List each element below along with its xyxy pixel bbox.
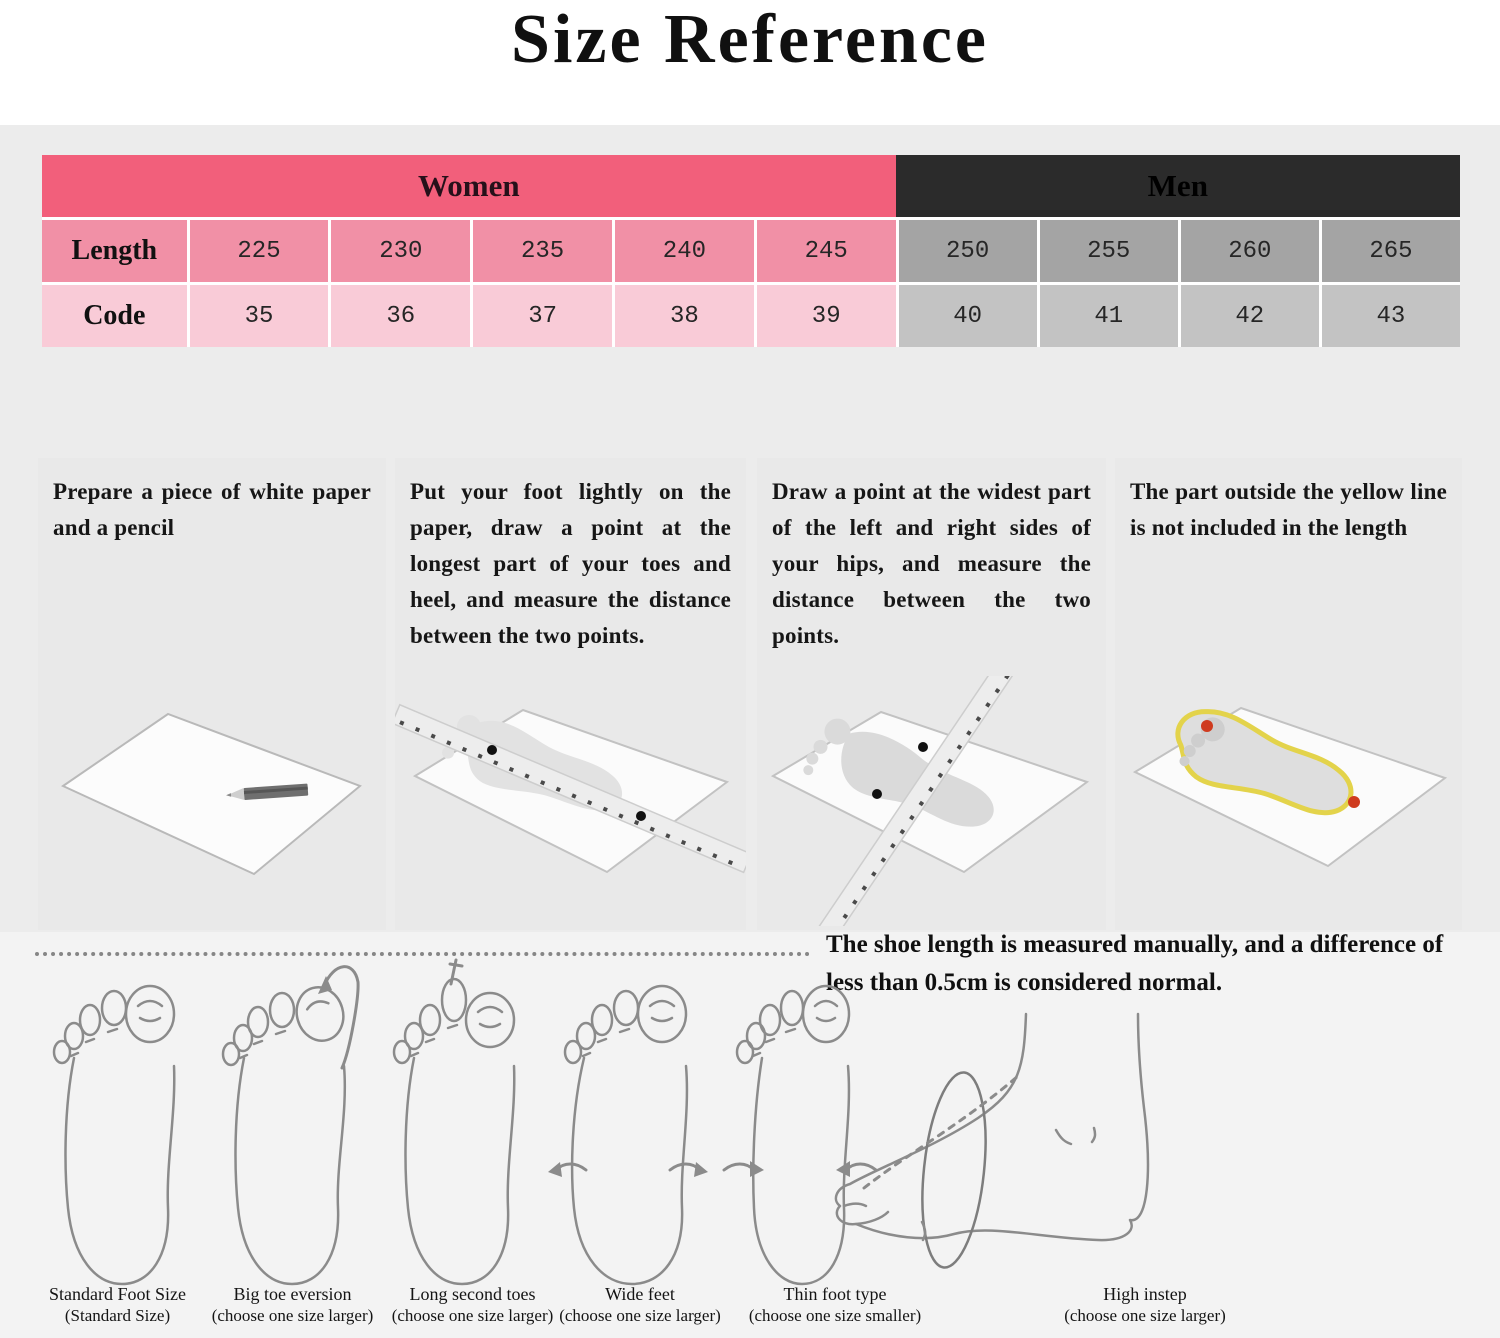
code-value: 37 (470, 282, 613, 347)
length-value: 260 (1177, 217, 1319, 282)
foot-type-label-wide-feet: Wide feet (choose one size larger) (530, 1284, 750, 1326)
foot-thin-illustration (718, 958, 883, 1288)
women-header: Women (42, 155, 896, 217)
foot-type-name: Wide feet (605, 1284, 675, 1304)
length-value: 255 (1036, 217, 1178, 282)
step-text: Draw a point at the widest part of the l… (772, 479, 1091, 648)
foot-type-label-big-toe-eversion: Big toe eversion (choose one size larger… (185, 1284, 400, 1326)
footprint-yellow-outline-illustration (1132, 706, 1448, 868)
toe-alignment-dotted-line (35, 952, 810, 956)
code-value: 38 (612, 282, 754, 347)
length-value: 230 (328, 217, 471, 282)
code-row: Code 35 36 37 38 39 40 41 42 43 (42, 282, 1460, 347)
foot-type-label-long-second-toes: Long second toes (choose one size larger… (360, 1284, 585, 1326)
step-panel-prepare-paper: Prepare a piece of white paper and a pen… (38, 458, 386, 930)
foot-type-name: Standard Foot Size (49, 1284, 186, 1304)
code-value: 42 (1177, 282, 1319, 347)
code-value: 43 (1318, 282, 1460, 347)
size-table: Women Men Length 225 230 235 240 245 250… (42, 155, 1460, 347)
length-value: 265 (1318, 217, 1460, 282)
step-text: Prepare a piece of white paper and a pen… (53, 479, 371, 540)
foot-type-name: Big toe eversion (233, 1284, 352, 1304)
length-row-header: Length (42, 217, 187, 282)
length-value: 245 (753, 217, 896, 282)
step-panel-measure-length: Put your foot lightly on the paper, draw… (395, 458, 746, 930)
step-text: The part outside the yellow line is not … (1130, 479, 1447, 540)
foot-type-hint: (choose one size larger) (391, 1305, 554, 1325)
foot-standard-illustration (38, 958, 198, 1288)
step-panel-yellow-line: The part outside the yellow line is not … (1115, 458, 1462, 930)
code-value: 36 (328, 282, 471, 347)
code-value: 35 (186, 282, 329, 347)
page-title: Size Reference (511, 1, 989, 78)
bottom-background-band (0, 932, 1500, 1338)
code-row-header: Code (42, 282, 187, 347)
foot-type-label-high-instep: High instep (choose one size larger) (1015, 1284, 1275, 1326)
code-value: 39 (753, 282, 896, 347)
length-value: 225 (186, 217, 329, 282)
length-value: 235 (470, 217, 613, 282)
foot-type-hint: (choose one size smaller) (748, 1305, 922, 1325)
foot-width-ruler-illustration (770, 676, 1090, 926)
step-panel-measure-width: Draw a point at the widest part of the l… (757, 458, 1106, 930)
code-value: 40 (895, 282, 1037, 347)
measurement-note: The shoe length is measured manually, an… (826, 931, 1444, 996)
foot-high-instep-illustration (830, 1012, 1280, 1284)
foot-long-second-toe-illustration (378, 958, 538, 1288)
foot-type-name: Thin foot type (783, 1284, 887, 1304)
length-value: 250 (895, 217, 1037, 282)
foot-type-hint: (choose one size larger) (211, 1305, 374, 1325)
foot-type-label-thin-foot: Thin foot type (choose one size smaller) (715, 1284, 955, 1326)
code-value: 41 (1036, 282, 1178, 347)
foot-type-label-standard: Standard Foot Size (Standard Size) (15, 1284, 220, 1326)
foot-type-name: Long second toes (409, 1284, 536, 1304)
step-text: Put your foot lightly on the paper, draw… (410, 479, 731, 648)
length-value: 240 (612, 217, 754, 282)
foot-big-toe-eversion-illustration (208, 958, 368, 1288)
table-header-row: Women Men (42, 155, 1460, 217)
foot-length-ruler-illustration (395, 703, 746, 874)
length-row: Length 225 230 235 240 245 250 255 260 2… (42, 217, 1460, 282)
foot-type-name: High instep (1103, 1284, 1187, 1304)
foot-type-hint: (choose one size larger) (559, 1305, 721, 1325)
paper-pencil-illustration (60, 712, 362, 876)
men-header: Men (895, 155, 1460, 217)
foot-type-hint: (choose one size larger) (1064, 1305, 1226, 1325)
foot-type-hint: (Standard Size) (64, 1305, 171, 1325)
foot-wide-illustration (546, 958, 711, 1288)
